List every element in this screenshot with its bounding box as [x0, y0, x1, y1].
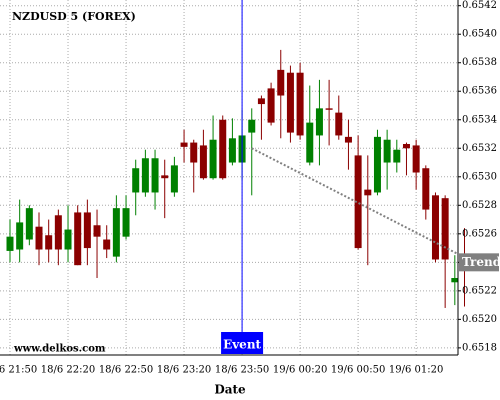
trend-label: Trend: [462, 255, 500, 269]
candle-body: [209, 139, 217, 179]
candle-body: [170, 165, 178, 193]
candle-body: [122, 208, 130, 237]
candle-body: [25, 208, 33, 240]
candle-body: [54, 215, 62, 250]
candle-body: [112, 208, 120, 257]
candle-body: [16, 222, 24, 250]
candle-body: [383, 139, 391, 163]
y-tick-label: 0.6518: [462, 342, 497, 353]
candle-body: [161, 175, 169, 179]
candle-body: [277, 69, 285, 96]
x-tick-label: 18/6 23:50: [215, 365, 269, 376]
candle-body: [35, 226, 43, 250]
candle-body: [393, 149, 401, 163]
candle-body: [6, 236, 14, 251]
candle-body: [228, 138, 236, 163]
chart-title: NZDUSD 5 (FOREX): [12, 10, 136, 23]
candle-body: [335, 112, 343, 136]
x-tick-label: 19/6 01:20: [389, 365, 443, 376]
y-tick-label: 0.6538: [462, 57, 497, 68]
y-tick-label: 0.6540: [462, 29, 497, 40]
y-tick-label: 0.6534: [462, 114, 497, 125]
candle-body: [296, 72, 304, 136]
y-tick-label: 0.6528: [462, 200, 497, 211]
candle-body: [83, 212, 91, 249]
marks: [6, 0, 468, 340]
candle-body: [364, 189, 372, 196]
y-tick-label: 0.6530: [462, 171, 497, 182]
event-label-box: [221, 332, 264, 354]
x-tick-label: 19/6 00:20: [273, 365, 327, 376]
candle-body: [132, 168, 140, 193]
candle-body: [45, 235, 53, 250]
candle-body: [344, 136, 352, 143]
labels: 0.65180.65200.65220.65240.65260.65280.65…: [0, 0, 500, 375]
candle-body: [74, 212, 82, 266]
candle-body: [441, 198, 449, 260]
x-tick-label: 18/6 23:20: [157, 365, 211, 376]
candle-body: [451, 278, 459, 283]
y-tick-label: 0.6532: [462, 143, 497, 154]
x-tick-label: 18/6 22:50: [99, 365, 153, 376]
x-tick-label: 19/6 00:50: [331, 365, 385, 376]
y-tick-label: 0.6526: [462, 228, 497, 239]
event-label: Event: [223, 338, 261, 352]
candle-body: [219, 119, 227, 179]
candle-body: [354, 155, 362, 249]
candle-body: [306, 122, 314, 163]
x-axis-title: Date: [214, 383, 246, 397]
watermark: www.delkos.com: [13, 344, 106, 355]
x-tick-label: 18/6 21:50: [0, 365, 37, 376]
candle-body: [286, 72, 294, 133]
candle-body: [422, 168, 430, 210]
y-tick-label: 0.6520: [462, 314, 497, 325]
candle-body: [373, 136, 381, 193]
candle-body: [64, 229, 72, 250]
candle-body: [190, 142, 198, 163]
candle-body: [431, 195, 439, 260]
candle-body: [199, 145, 207, 179]
candle-body: [325, 108, 333, 110]
candle-body: [141, 158, 149, 193]
y-tick-label: 0.6542: [462, 0, 497, 11]
candle-body: [402, 143, 410, 149]
trend-line: [251, 147, 459, 255]
candle-body: [151, 158, 159, 193]
y-tick-label: 0.6536: [462, 86, 497, 97]
y-tick-label: 0.6522: [462, 285, 497, 296]
candle-body: [315, 108, 323, 136]
candle-body: [257, 98, 265, 105]
candle-body: [103, 239, 111, 250]
candle-body: [248, 119, 256, 133]
x-tick-label: 18/6 22:20: [41, 365, 95, 376]
trend-label-box: [459, 253, 499, 272]
candle-body: [412, 145, 420, 173]
candle-body: [93, 225, 101, 237]
candle-body: [267, 88, 275, 123]
candle-body: [180, 142, 188, 147]
